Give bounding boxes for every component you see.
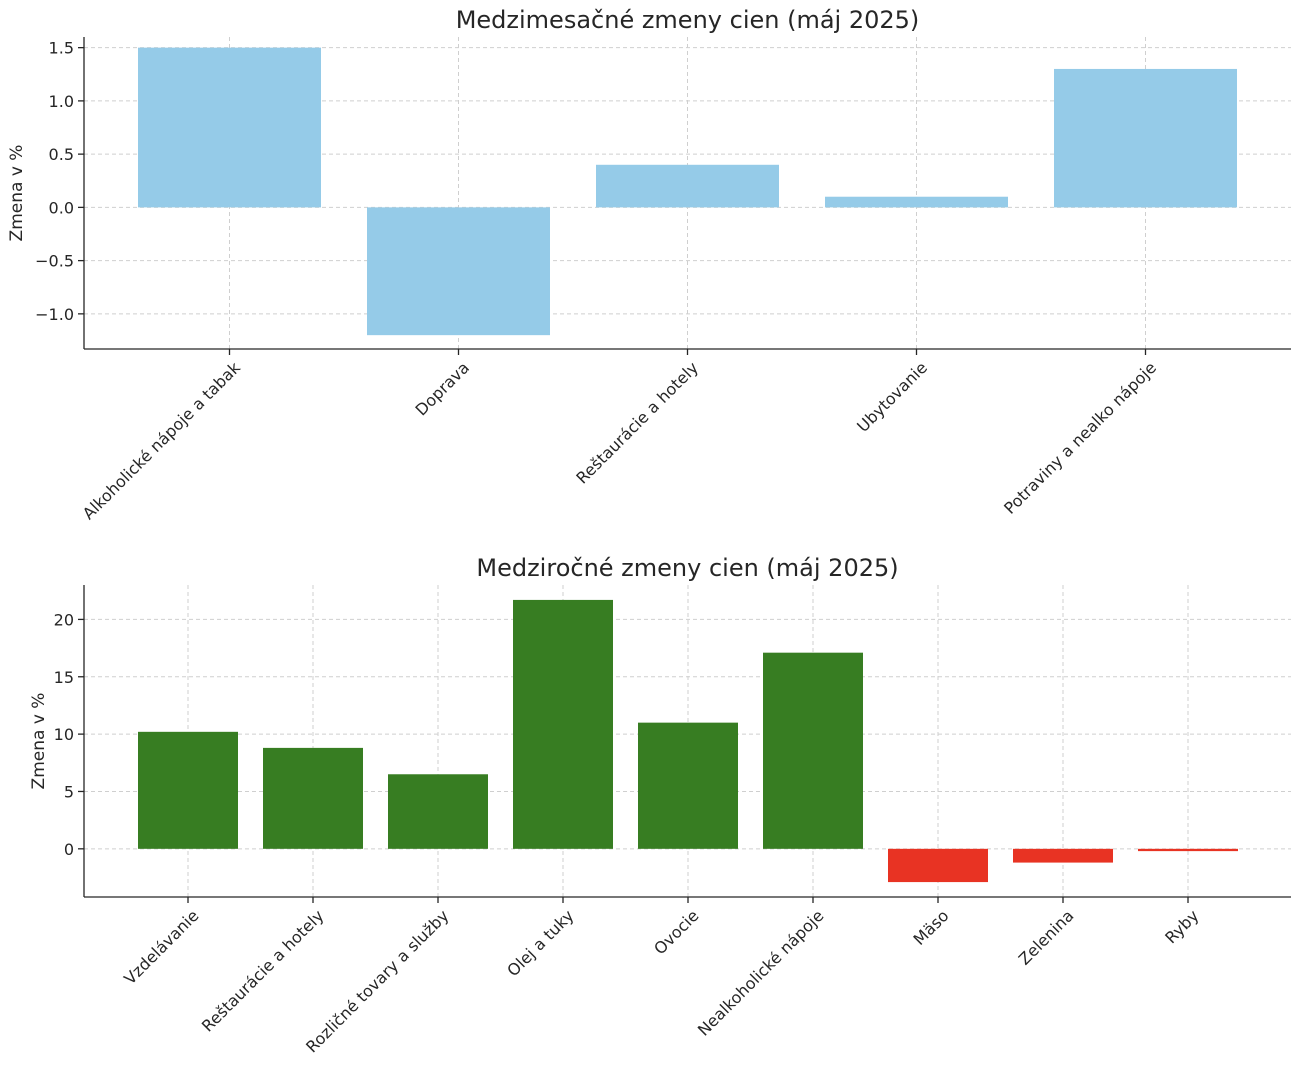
x-tick-label: Rozličné tovary a služby <box>302 906 452 1056</box>
bar <box>638 722 738 849</box>
x-tick-label: Mäso <box>910 906 953 949</box>
x-tick-label: Doprava <box>412 358 473 419</box>
y-tick-label: 1.5 <box>49 39 74 58</box>
bar <box>1138 848 1238 852</box>
bar <box>888 848 988 883</box>
x-tick-label: Reštaurácie a hotely <box>572 358 702 488</box>
x-tick-label: Alkoholické nápoje a tabak <box>79 358 245 524</box>
y-tick-label: 15 <box>54 668 74 687</box>
x-tick-label: Olej a tuky <box>503 906 577 980</box>
y-tick-label: −1.0 <box>35 305 74 324</box>
y-tick-label: 0.5 <box>49 145 74 164</box>
y-tick-label: 1.0 <box>49 92 74 111</box>
y-axis-label: Zmena v % <box>7 145 27 242</box>
x-tick-label: Ovocie <box>650 906 702 958</box>
bar <box>1054 68 1237 208</box>
x-tick-label: Potraviny a nealko nápoje <box>1000 358 1160 518</box>
y-axis-label: Zmena v % <box>29 693 49 790</box>
y-tick-label: 0 <box>64 840 74 859</box>
y-tick-label: 20 <box>54 610 74 629</box>
bar <box>263 747 363 849</box>
x-tick-label: Zelenina <box>1015 906 1078 969</box>
x-tick-label: Reštaurácie a hotely <box>198 906 328 1036</box>
y-tick-label: 0.0 <box>49 198 74 217</box>
bar <box>138 731 238 849</box>
bar <box>367 207 550 336</box>
x-tick-label: Nealkoholické nápoje <box>694 906 828 1040</box>
y-tick-label: 10 <box>54 725 74 744</box>
y-tick-label: −0.5 <box>35 252 74 271</box>
x-tick-label: Ryby <box>1161 906 1202 947</box>
bar <box>596 164 779 208</box>
bar <box>513 599 613 849</box>
x-tick-label: Ubytovanie <box>853 358 931 436</box>
y-tick-label: 5 <box>64 782 74 801</box>
bar <box>763 652 863 849</box>
chart-title: Medzimesačné zmeny cien (máj 2025) <box>456 6 920 34</box>
bar <box>138 47 321 208</box>
bar <box>825 196 1008 208</box>
bar <box>1013 848 1113 863</box>
x-tick-label: Vzdelávanie <box>120 906 202 988</box>
chart-title: Medziročné zmeny cien (máj 2025) <box>476 554 898 582</box>
chart-1: −1.0 −0.5 0.0 0.5 1.0 1.5 Alkoholické nápoje a… <box>7 6 1291 523</box>
bar <box>388 774 488 849</box>
